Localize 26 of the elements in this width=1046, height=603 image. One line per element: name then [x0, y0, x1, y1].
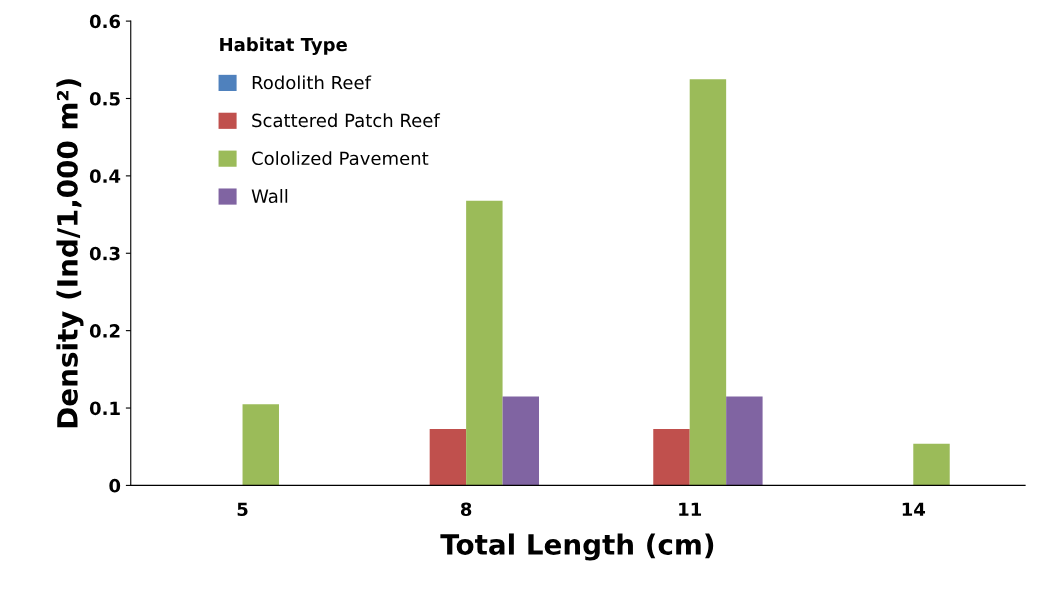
x-axis-title: Total Length (cm) [440, 533, 714, 561]
y-tick-label: 0.1 [89, 401, 120, 416]
legend-label: Cololized Pavement [252, 151, 429, 166]
legend-label: Wall [251, 189, 288, 203]
bar [653, 428, 690, 486]
bar [726, 396, 763, 486]
x-tick-label: 11 [679, 502, 702, 516]
bar [429, 428, 467, 486]
bar [689, 79, 727, 486]
y-tick-label: 0 [109, 478, 121, 493]
legend-title: Habitat Type [220, 37, 347, 55]
x-tick-label: 8 [460, 502, 472, 517]
bar [502, 396, 540, 486]
y-tick-label: 0.6 [89, 14, 121, 29]
bar [242, 404, 279, 486]
y-tick-label: 0.4 [89, 169, 121, 183]
y-tick-label: 0.3 [89, 246, 120, 261]
legend-label: Rodolith Reef [252, 75, 372, 90]
bar [913, 443, 950, 486]
y-tick-label: 0.2 [89, 324, 120, 338]
x-tick-label: 5 [237, 502, 248, 517]
y-tick-label: 0.5 [89, 91, 120, 106]
bar [466, 200, 503, 486]
legend-label: Scattered Patch Reef [252, 113, 441, 128]
y-axis-title: Density (Ind/1,000 m²) [56, 79, 84, 428]
x-tick-label: 14 [902, 502, 926, 516]
